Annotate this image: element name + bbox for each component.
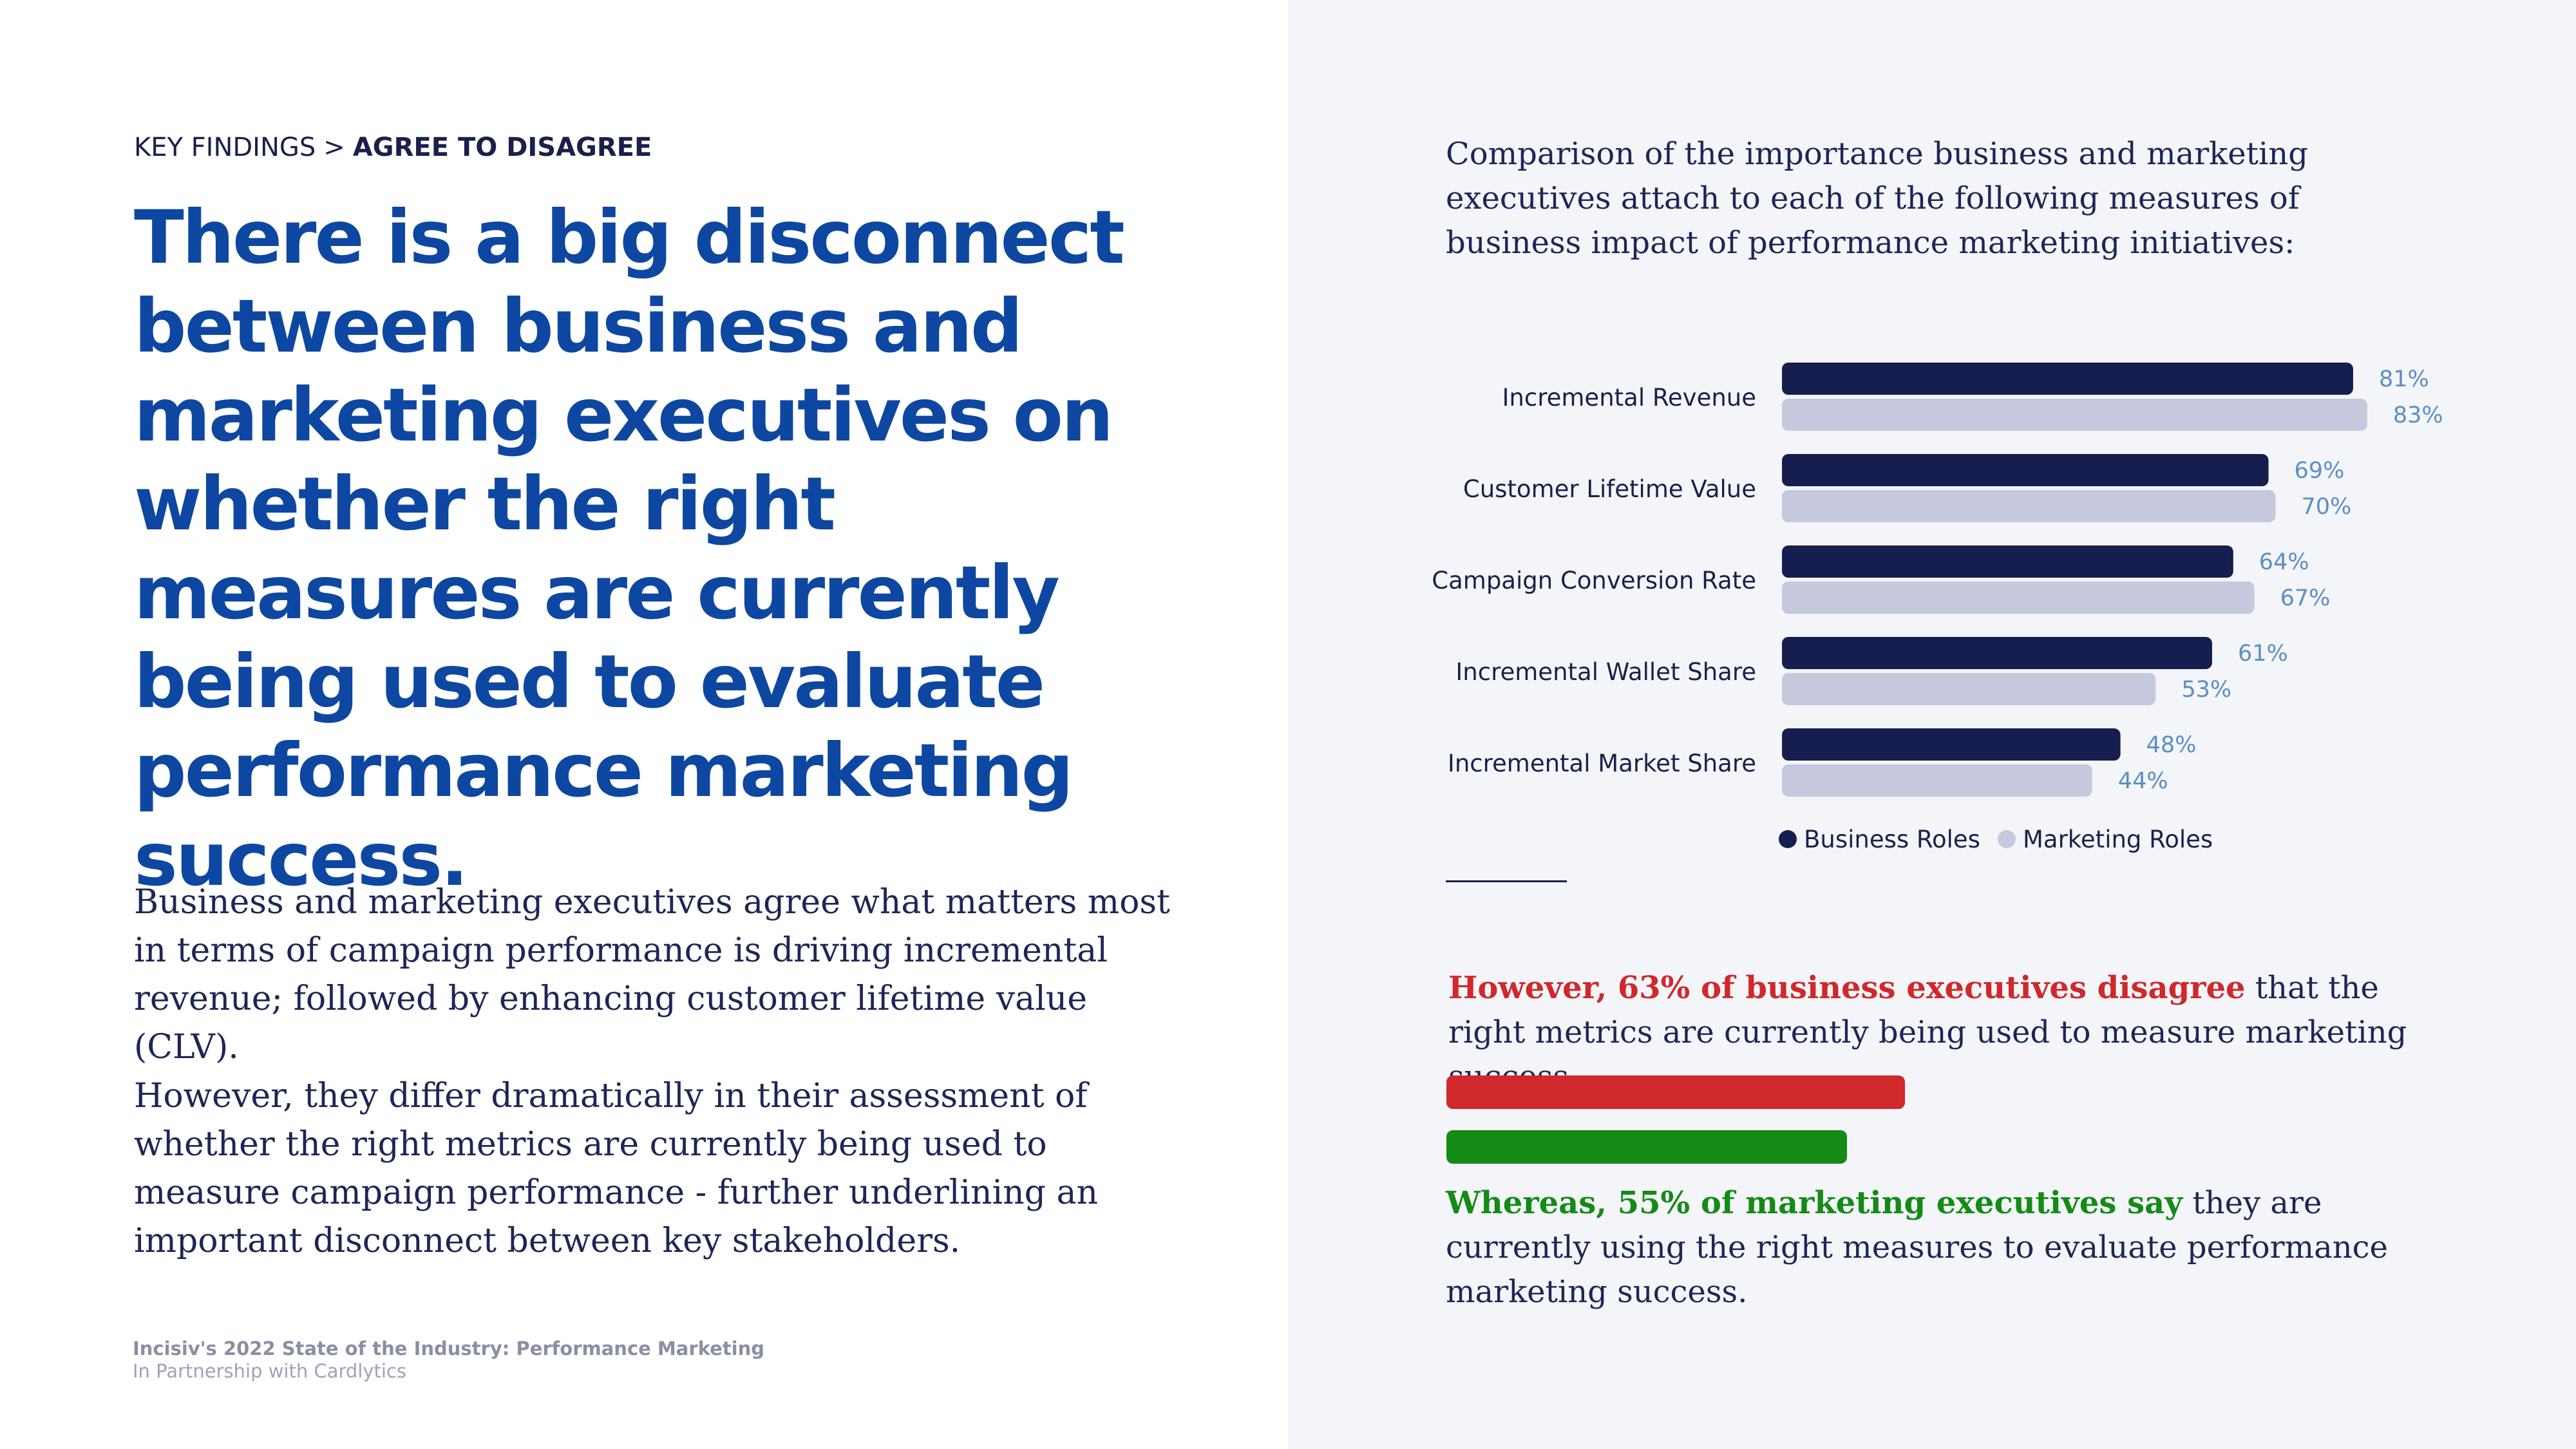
bar	[1782, 582, 2255, 614]
value-label: 53%	[2181, 677, 2231, 703]
disagree-highlight: However, 63% of business executives disa…	[1448, 970, 2246, 1006]
page-title: There is a big disconnect between busine…	[134, 194, 1125, 902]
value-label: 64%	[2259, 549, 2309, 575]
category-label: Campaign Conversion Rate	[1432, 567, 1756, 594]
section-divider	[1446, 880, 1567, 882]
category-label: Customer Lifetime Value	[1463, 475, 1756, 503]
bar-chart: Incremental Revenue 81% 83% Customer Lifeti…	[1432, 363, 2443, 853]
body-paragraph-2: However, they differ dramatically in the…	[134, 1077, 1098, 1260]
value-label: 70%	[2302, 494, 2352, 520]
value-label: 61%	[2238, 641, 2288, 667]
bar	[1782, 454, 2269, 486]
bar	[1782, 490, 2276, 522]
legend-label: Marketing Roles	[2023, 826, 2213, 853]
chart-description: Comparison of the importance business an…	[1446, 136, 2308, 261]
bar	[1782, 545, 2233, 578]
bar	[1782, 728, 2121, 761]
value-label: 48%	[2146, 732, 2197, 758]
bar	[1782, 673, 2156, 705]
agree-bar	[1446, 1130, 1847, 1164]
category-label: Incremental Revenue	[1502, 384, 1756, 412]
legend-marker	[1779, 830, 1797, 848]
disagree-bar	[1446, 1075, 1905, 1109]
legend-label: Business Roles	[1804, 826, 1980, 853]
breadcrumb-separator: >	[323, 133, 345, 162]
value-label: 81%	[2379, 366, 2429, 392]
bar	[1782, 399, 2367, 431]
breadcrumb: KEY FINDINGS > AGREE TO DISAGREE	[134, 133, 652, 162]
category-label: Incremental Wallet Share	[1455, 658, 1756, 686]
agree-statement: Whereas, 55% of marketing executives say…	[1446, 1181, 2444, 1314]
right-panel	[1288, 0, 2576, 1449]
footer-partner: In Partnership with Cardlytics	[133, 1360, 407, 1382]
agree-rest: they are currently using the right measu…	[1446, 1185, 2388, 1310]
legend-marker	[1998, 830, 2016, 848]
value-label: 67%	[2280, 585, 2331, 611]
value-label: 44%	[2118, 768, 2168, 794]
footer-source: Incisiv's 2022 State of the Industry: Pe…	[133, 1338, 765, 1359]
value-label: 83%	[2393, 402, 2443, 428]
category-label: Incremental Market Share	[1448, 750, 1756, 777]
bar	[1782, 764, 2092, 797]
bar	[1782, 637, 2212, 669]
bar	[1782, 363, 2353, 395]
value-label: 69%	[2295, 458, 2345, 484]
breadcrumb-current: AGREE TO DISAGREE	[352, 133, 652, 162]
body-paragraph-1: Business and marketing executives agree …	[134, 883, 1170, 1066]
agree-highlight: Whereas, 55% of marketing executives say	[1446, 1185, 2183, 1221]
breadcrumb-section[interactable]: KEY FINDINGS	[134, 133, 316, 162]
